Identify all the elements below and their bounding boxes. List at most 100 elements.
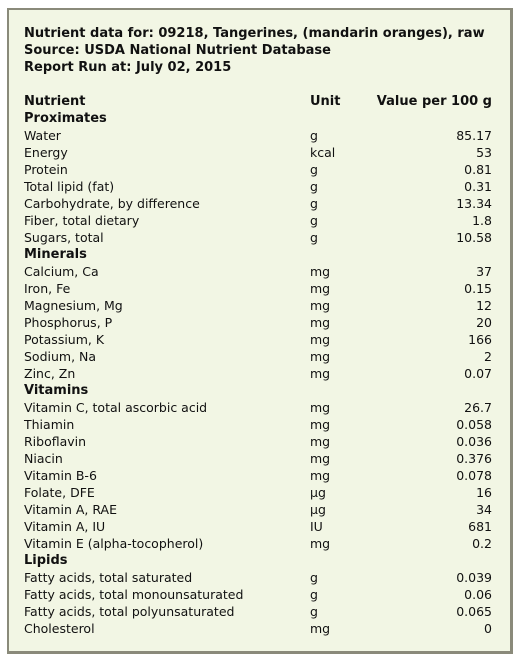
- nutrient-value: 0: [484, 621, 492, 636]
- nutrient-unit: mg: [310, 298, 331, 313]
- table-row: Vitamin E (alpha-tocopherol) mg 0.2: [24, 536, 492, 553]
- table-row: Phosphorus, P mg 20: [24, 315, 492, 332]
- nutrient-name: Carbohydrate, by difference: [24, 196, 200, 211]
- nutrient-unit: µg: [310, 485, 326, 500]
- nutrient-name: Phosphorus, P: [24, 315, 113, 330]
- nutrient-value: 0.058: [456, 417, 492, 432]
- nutrient-name: Vitamin B-6: [24, 468, 97, 483]
- nutrient-name: Vitamin C, total ascorbic acid: [24, 400, 208, 415]
- table-row: Cholesterol mg 0: [24, 621, 492, 638]
- column-header-unit: Unit: [310, 94, 341, 109]
- nutrient-unit: g: [310, 179, 318, 194]
- table-row: Total lipid (fat) g 0.31: [24, 179, 492, 196]
- nutrient-value: 85.17: [456, 128, 492, 143]
- table-row: Sodium, Na mg 2: [24, 349, 492, 366]
- nutrient-name: Potassium, K: [24, 332, 105, 347]
- nutrient-unit: g: [310, 128, 318, 143]
- nutrient-value: 1.8: [472, 213, 492, 228]
- nutrient-value: 2: [484, 349, 492, 364]
- nutrient-name: Water: [24, 128, 61, 143]
- nutrient-value: 681: [468, 519, 492, 534]
- nutrient-value: 0.039: [456, 570, 492, 585]
- nutrient-value: 0.15: [464, 281, 492, 296]
- table-row: Riboflavin mg 0.036: [24, 434, 492, 451]
- nutrient-unit: mg: [310, 281, 331, 296]
- nutrient-unit: mg: [310, 315, 331, 330]
- nutrient-name: Sodium, Na: [24, 349, 97, 364]
- nutrient-unit: g: [310, 213, 318, 228]
- nutrient-value: 166: [468, 332, 492, 347]
- table-row: Protein g 0.81: [24, 162, 492, 179]
- nutrient-unit: mg: [310, 349, 331, 364]
- nutrient-value: 0.078: [456, 468, 492, 483]
- table-row: Vitamin B-6 mg 0.078: [24, 468, 492, 485]
- table-row: Thiamin mg 0.058: [24, 417, 492, 434]
- nutrient-value: 0.06: [464, 587, 492, 602]
- table-row: Energy kcal 53: [24, 145, 492, 162]
- section-label: Lipids: [24, 553, 68, 568]
- nutrient-name: Vitamin A, RAE: [24, 502, 117, 517]
- nutrient-value: 37: [476, 264, 492, 279]
- report-run-date: Report Run at: July 02, 2015: [24, 60, 232, 75]
- nutrient-value: 0.065: [456, 604, 492, 619]
- nutrient-name: Magnesium, Mg: [24, 298, 123, 313]
- nutrient-value: 0.07: [464, 366, 492, 381]
- table-row: Calcium, Ca mg 37: [24, 264, 492, 281]
- section-heading: Vitamins: [24, 383, 492, 400]
- nutrient-unit: IU: [310, 519, 323, 534]
- nutrient-name: Riboflavin: [24, 434, 87, 449]
- table-row: Zinc, Zn mg 0.07: [24, 366, 492, 383]
- nutrient-unit: kcal: [310, 145, 336, 160]
- nutrient-name: Niacin: [24, 451, 63, 466]
- nutrient-value: 0.2: [472, 536, 492, 551]
- nutrient-name: Fatty acids, total polyunsaturated: [24, 604, 235, 619]
- nutrient-value: 53: [476, 145, 492, 160]
- nutrient-unit: g: [310, 162, 318, 177]
- column-header-value: Value per 100 g: [376, 94, 492, 109]
- nutrient-name: Cholesterol: [24, 621, 95, 636]
- column-header-nutrient: Nutrient: [24, 94, 86, 109]
- table-row: Niacin mg 0.376: [24, 451, 492, 468]
- nutrient-name: Fiber, total dietary: [24, 213, 140, 228]
- nutrient-unit: µg: [310, 502, 326, 517]
- table-row: Sugars, total g 10.58: [24, 230, 492, 247]
- nutrient-value: 10.58: [456, 230, 492, 245]
- table-row: Vitamin A, RAE µg 34: [24, 502, 492, 519]
- report-source: Source: USDA National Nutrient Database: [24, 43, 331, 58]
- nutrient-unit: g: [310, 570, 318, 585]
- section-label: Proximates: [24, 111, 107, 126]
- nutrient-value: 0.81: [464, 162, 492, 177]
- table-header: Nutrient Unit Value per 100 g: [24, 94, 492, 111]
- nutrient-value: 0.31: [464, 179, 492, 194]
- table-row: Folate, DFE µg 16: [24, 485, 492, 502]
- nutrient-value: 26.7: [464, 400, 492, 415]
- table-row: Water g 85.17: [24, 128, 492, 145]
- nutrient-name: Thiamin: [24, 417, 75, 432]
- table-row: Magnesium, Mg mg 12: [24, 298, 492, 315]
- nutrient-name: Iron, Fe: [24, 281, 71, 296]
- nutrient-name: Calcium, Ca: [24, 264, 99, 279]
- nutrient-unit: mg: [310, 417, 331, 432]
- nutrient-unit: mg: [310, 621, 331, 636]
- table-row: Fatty acids, total saturated g 0.039: [24, 570, 492, 587]
- section-heading: Minerals: [24, 247, 492, 264]
- table-row: Vitamin C, total ascorbic acid mg 26.7: [24, 400, 492, 417]
- nutrient-unit: g: [310, 587, 318, 602]
- nutrient-name: Energy: [24, 145, 68, 160]
- nutrient-name: Total lipid (fat): [24, 179, 115, 194]
- nutrient-report-panel: [7, 8, 513, 654]
- nutrient-unit: g: [310, 604, 318, 619]
- nutrient-unit: mg: [310, 451, 331, 466]
- section-label: Minerals: [24, 247, 87, 262]
- nutrient-value: 12: [476, 298, 492, 313]
- nutrient-value: 0.376: [456, 451, 492, 466]
- nutrient-value: 20: [476, 315, 492, 330]
- nutrient-unit: mg: [310, 366, 331, 381]
- nutrient-name: Fatty acids, total saturated: [24, 570, 193, 585]
- table-row: Fiber, total dietary g 1.8: [24, 213, 492, 230]
- table-row: Fatty acids, total polyunsaturated g 0.065: [24, 604, 492, 621]
- nutrient-unit: mg: [310, 468, 331, 483]
- nutrient-value: 16: [476, 485, 492, 500]
- section-heading: Proximates: [24, 111, 492, 128]
- nutrient-name: Sugars, total: [24, 230, 104, 245]
